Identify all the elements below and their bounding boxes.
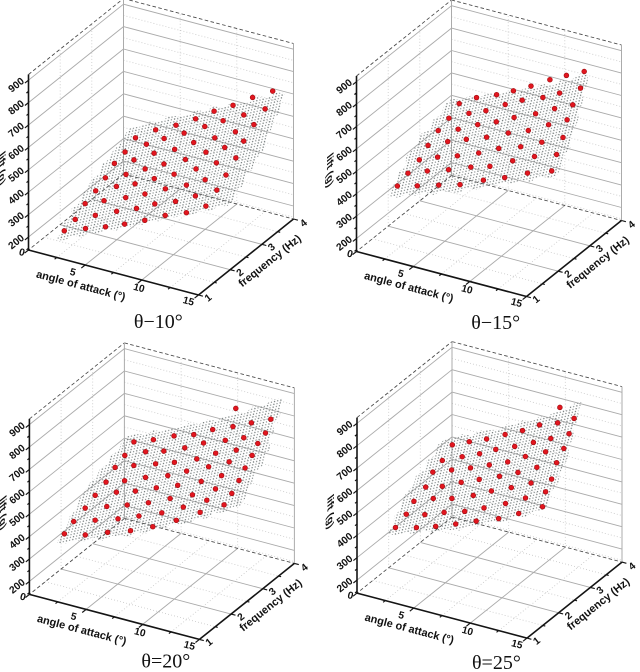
svg-text:4: 4 — [627, 561, 639, 573]
svg-text:2: 2 — [235, 267, 247, 279]
svg-text:2: 2 — [236, 611, 248, 623]
svg-text:10: 10 — [460, 283, 474, 297]
svg-text:5: 5 — [68, 267, 77, 279]
svg-text:15: 15 — [181, 295, 195, 309]
svg-text:3: 3 — [594, 243, 606, 255]
svg-text:θ−15°: θ−15° — [471, 312, 520, 334]
svg-text:15: 15 — [509, 297, 523, 311]
svg-text:lift (g): lift (g) — [325, 151, 334, 191]
svg-text:2: 2 — [563, 268, 575, 280]
svg-text:lift (g): lift (g) — [0, 149, 6, 189]
svg-text:5: 5 — [397, 610, 406, 622]
svg-text:3: 3 — [267, 586, 279, 598]
svg-text:1: 1 — [203, 292, 215, 304]
svg-text:5: 5 — [396, 268, 405, 280]
svg-text:3: 3 — [266, 241, 278, 253]
svg-text:θ=25°: θ=25° — [472, 652, 521, 672]
svg-text:0: 0 — [18, 247, 27, 259]
svg-text:1: 1 — [204, 637, 216, 649]
svg-text:θ−10°: θ−10° — [134, 311, 183, 333]
svg-text:0: 0 — [346, 590, 355, 602]
svg-text:5: 5 — [69, 611, 78, 623]
svg-text:4: 4 — [299, 562, 311, 574]
svg-text:1: 1 — [531, 635, 543, 647]
svg-text:2: 2 — [563, 610, 575, 622]
svg-text:10: 10 — [133, 626, 147, 640]
svg-text:4: 4 — [626, 219, 638, 231]
svg-text:lift (g): lift (g) — [325, 493, 334, 533]
svg-text:θ=20°: θ=20° — [141, 651, 190, 672]
svg-text:10: 10 — [460, 625, 474, 639]
svg-text:lift (g): lift (g) — [0, 494, 7, 534]
svg-text:1: 1 — [531, 294, 543, 306]
svg-text:15: 15 — [510, 638, 524, 652]
svg-text:10: 10 — [132, 282, 146, 296]
svg-text:15: 15 — [182, 640, 196, 654]
svg-text:4: 4 — [298, 217, 310, 229]
svg-text:0: 0 — [19, 591, 28, 603]
svg-text:3: 3 — [595, 585, 607, 597]
svg-text:0: 0 — [346, 249, 355, 261]
